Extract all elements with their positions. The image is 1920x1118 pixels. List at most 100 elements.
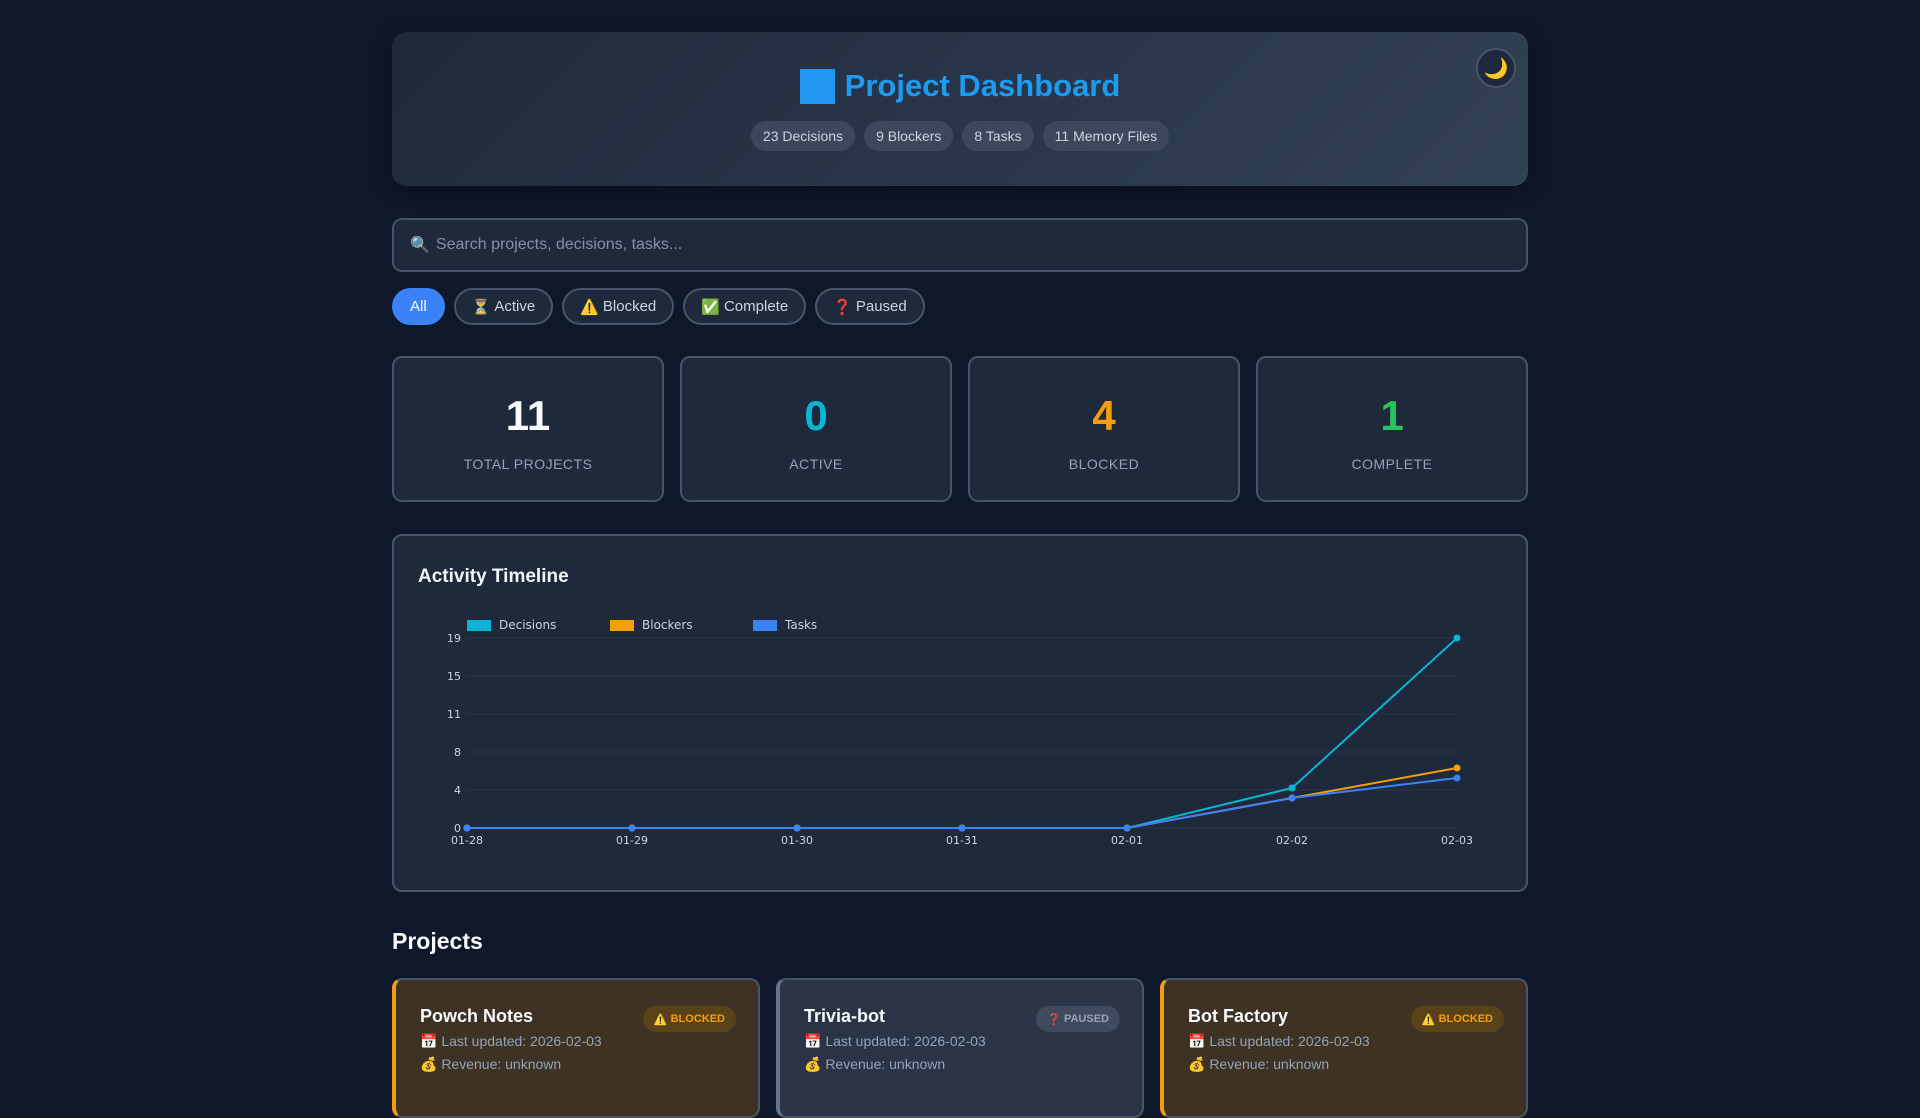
stat-value: 11 xyxy=(505,392,551,439)
warning-icon: ⚠️ xyxy=(653,1013,668,1026)
series-line-tasks xyxy=(467,777,1458,829)
project-name: Powch Notes xyxy=(420,1006,534,1026)
data-point xyxy=(1453,764,1461,772)
legend-label: Tasks xyxy=(784,618,817,632)
data-point xyxy=(463,824,471,832)
badge-label: BLOCKED xyxy=(670,1013,725,1025)
last-updated: 📅 Last updated: 2026-02-03 xyxy=(420,1033,602,1049)
y-tick-label: 19 xyxy=(447,632,461,645)
check-icon: ✅ xyxy=(701,298,720,316)
chart-title: Activity Timeline xyxy=(418,566,569,587)
stat-label: TOTAL PROJECTS xyxy=(463,456,593,472)
badge-label: BLOCKED xyxy=(1438,1013,1493,1025)
stat-total-projects: 11 TOTAL PROJECTS xyxy=(392,356,664,502)
status-badge: ⚠️ BLOCKED xyxy=(642,1006,736,1032)
legend-swatch xyxy=(467,620,491,631)
x-tick-label: 01-30 xyxy=(781,834,813,847)
filter-label: Complete xyxy=(723,298,789,315)
blue-square-icon xyxy=(799,68,835,104)
y-tick-label: 4 xyxy=(454,784,461,797)
filter-paused[interactable]: ❓ Paused xyxy=(815,288,925,325)
page-title: Project Dashboard xyxy=(392,68,1528,104)
stat-value: 0 xyxy=(804,392,828,439)
legend-label: Blockers xyxy=(642,618,693,632)
data-point xyxy=(958,824,966,832)
revenue: 💰 Revenue: unknown xyxy=(420,1056,562,1072)
decisions-pill: 23 Decisions xyxy=(750,121,856,151)
legend-label: Decisions xyxy=(499,618,556,632)
revenue: 💰 Revenue: unknown xyxy=(1188,1056,1330,1072)
series-line-decisions xyxy=(467,637,1458,829)
project-card[interactable]: Bot Factory ⚠️ BLOCKED 📅 Last updated: 20… xyxy=(1160,978,1528,1118)
activity-timeline-card: Activity Timeline 0 4 8 11 15 19 01-28 01-29 01-… xyxy=(392,534,1528,892)
y-tick-label: 11 xyxy=(447,708,461,721)
series-line-blockers xyxy=(467,767,1458,829)
search-icon: 🔍 xyxy=(410,237,430,254)
status-badge: ❓ PAUSED xyxy=(1036,1006,1120,1032)
warning-icon: ⚠️ xyxy=(1421,1013,1436,1026)
summary-pills: 23 Decisions 9 Blockers 8 Tasks 11 Memor… xyxy=(392,121,1528,151)
data-point xyxy=(1453,634,1461,642)
status-badge: ⚠️ BLOCKED xyxy=(1410,1006,1504,1032)
hourglass-icon: ⏳ xyxy=(471,298,491,316)
filter-active[interactable]: ⏳ Active xyxy=(453,288,554,325)
project-name: Trivia-bot xyxy=(804,1006,886,1026)
stat-label: COMPLETE xyxy=(1351,456,1433,472)
filter-bar: All ⏳ Active ⚠️ Blocked ✅ Complete ❓ Paused xyxy=(392,288,925,325)
data-point xyxy=(1288,784,1296,792)
data-point xyxy=(793,824,801,832)
filter-all[interactable]: All xyxy=(392,288,445,325)
stat-value: 1 xyxy=(1380,392,1404,439)
project-card[interactable]: Trivia-bot ❓ PAUSED 📅 Last updated: 2026-… xyxy=(776,978,1144,1118)
memory-files-pill: 11 Memory Files xyxy=(1042,121,1170,151)
warning-icon: ⚠️ xyxy=(580,298,599,316)
search-input[interactable] xyxy=(435,236,1436,254)
data-point xyxy=(1288,794,1296,802)
data-point xyxy=(1123,824,1131,832)
search-box[interactable]: 🔍 xyxy=(392,218,1528,272)
projects-heading: Projects xyxy=(392,928,483,954)
question-icon: ❓ xyxy=(1047,1013,1061,1026)
filter-blocked[interactable]: ⚠️ Blocked xyxy=(562,288,675,325)
theme-toggle-button[interactable]: 🌙 xyxy=(1476,48,1516,88)
legend-swatch xyxy=(753,620,777,631)
stat-label: BLOCKED xyxy=(1068,456,1140,472)
filter-label: Blocked xyxy=(602,298,657,315)
project-card[interactable]: Powch Notes ⚠️ BLOCKED 📅 Last updated: 20… xyxy=(392,978,760,1118)
y-tick-label: 0 xyxy=(454,822,461,835)
x-tick-label: 02-03 xyxy=(1441,834,1473,847)
header: Project Dashboard 23 Decisions 9 Blocker… xyxy=(392,32,1528,186)
x-tick-label: 02-01 xyxy=(1111,834,1143,847)
badge-label: PAUSED xyxy=(1063,1013,1109,1025)
x-tick-label: 02-02 xyxy=(1276,834,1308,847)
x-tick-label: 01-29 xyxy=(616,834,648,847)
x-tick-label: 01-31 xyxy=(946,834,978,847)
filter-label: Paused xyxy=(855,298,907,315)
filter-complete[interactable]: ✅ Complete xyxy=(683,288,807,325)
data-point xyxy=(1453,774,1461,782)
project-cards: Powch Notes ⚠️ BLOCKED 📅 Last updated: 20… xyxy=(392,978,1528,1118)
y-tick-label: 15 xyxy=(447,670,461,683)
legend-swatch xyxy=(610,620,634,631)
stat-label: ACTIVE xyxy=(789,456,843,472)
stat-active: 0 ACTIVE xyxy=(680,356,952,502)
data-point xyxy=(628,824,636,832)
filter-label: All xyxy=(410,298,427,315)
blockers-pill: 9 Blockers xyxy=(864,121,954,151)
project-name: Bot Factory xyxy=(1188,1006,1289,1026)
question-icon: ❓ xyxy=(833,298,852,316)
activity-chart: 0 4 8 11 15 19 01-28 01-29 01-30 01-31 02-01 02-02 0… xyxy=(447,618,1473,847)
last-updated: 📅 Last updated: 2026-02-03 xyxy=(804,1033,986,1049)
title-text: Project Dashboard xyxy=(844,68,1121,103)
stat-complete: 1 COMPLETE xyxy=(1256,356,1528,502)
stat-blocked: 4 BLOCKED xyxy=(968,356,1240,502)
tasks-pill: 8 Tasks xyxy=(962,121,1034,151)
x-tick-label: 01-28 xyxy=(451,834,483,847)
moon-icon: 🌙 xyxy=(1483,57,1509,80)
filter-label: Active xyxy=(494,298,536,315)
revenue: 💰 Revenue: unknown xyxy=(804,1056,946,1072)
y-tick-label: 8 xyxy=(454,746,461,759)
stat-value: 4 xyxy=(1092,392,1116,439)
last-updated: 📅 Last updated: 2026-02-03 xyxy=(1188,1033,1370,1049)
stats-row: 11 TOTAL PROJECTS 0 ACTIVE 4 BLOCKED 1 COMPL… xyxy=(392,356,1528,502)
